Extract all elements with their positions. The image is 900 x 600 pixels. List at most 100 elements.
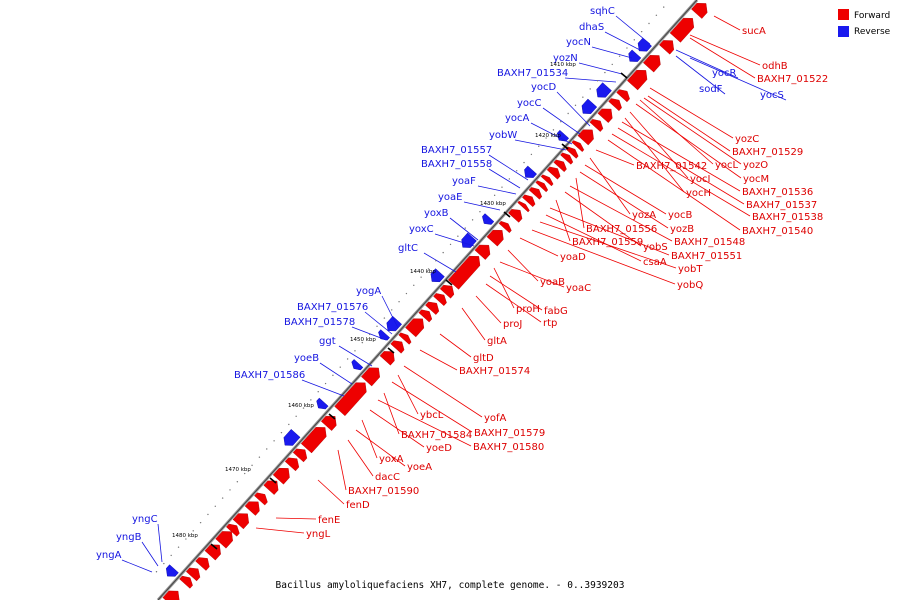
tick-dot <box>273 440 275 442</box>
tick-dot <box>567 112 569 115</box>
reverse-gene-label: yoaE <box>438 192 462 203</box>
tick-dot <box>596 80 599 82</box>
forward-gene-label: BAXH7_01574 <box>459 366 530 377</box>
forward-leader-line <box>391 381 473 433</box>
forward-gene-block <box>508 209 523 223</box>
forward-leader-line <box>564 191 642 247</box>
forward-leader-line <box>713 15 741 31</box>
tick-dot <box>302 407 305 409</box>
tick-mark <box>445 279 453 286</box>
tick-dot <box>501 186 503 188</box>
forward-leader-line <box>337 449 347 491</box>
tick-dot <box>552 129 555 131</box>
tick-layer: 1410 kbp 1420 kbp 1430 kbp 1440 kbp 1450 kbp… <box>155 6 665 573</box>
tick-mark <box>328 413 336 420</box>
reverse-gene-block <box>316 397 329 410</box>
tick-mark <box>269 477 277 484</box>
tick-dot <box>332 374 334 377</box>
tick-dot <box>398 301 400 303</box>
reverse-gene-label: yocN <box>566 37 591 48</box>
forward-leader-line <box>507 249 539 282</box>
forward-gene-label: BAXH7_01542 <box>636 161 707 172</box>
forward-gene-block <box>498 220 512 234</box>
forward-gene-block <box>597 108 613 123</box>
tick-dot <box>538 145 540 147</box>
forward-gene-block <box>254 492 268 506</box>
forward-gene-block <box>320 415 337 431</box>
tick-dot <box>163 562 165 565</box>
reverse-gene-block <box>628 49 642 62</box>
label-layer: sucA odhB BAXH7_01522 yozC BAXH7_01529 yocL yo… <box>96 6 828 561</box>
tick-dot <box>346 358 349 360</box>
reverse-gene-label: BAXH7_01586 <box>234 370 305 381</box>
tick-dot <box>229 489 231 491</box>
forward-gene-block <box>669 17 695 43</box>
tick-dot <box>479 211 481 213</box>
tick-dot <box>244 472 246 475</box>
reverse-leader-line <box>364 311 393 335</box>
tick-label: 1430 kbp <box>480 201 506 207</box>
forward-leader-line <box>461 307 486 341</box>
forward-gene-block <box>616 89 630 103</box>
forward-gene-block <box>433 293 447 306</box>
legend: Forward Reverse <box>838 9 891 37</box>
tick-dot <box>258 456 261 458</box>
tick-dot <box>523 161 525 164</box>
forward-gene-label: BAXH7_01536 <box>742 187 813 198</box>
forward-gene-label: yobS <box>643 242 668 253</box>
reverse-leader-line <box>449 217 479 241</box>
forward-leader-line <box>689 37 756 79</box>
reverse-gene-label: BAXH7_01558 <box>421 159 492 170</box>
forward-gene-block <box>577 129 594 146</box>
forward-leader-line <box>639 99 714 165</box>
forward-gene-label: BAXH7_01538 <box>752 212 823 223</box>
forward-leader-line <box>624 117 685 193</box>
forward-gene-block <box>447 255 481 290</box>
tick-dot <box>493 194 496 197</box>
forward-gene-label: yozO <box>743 160 768 171</box>
reverse-gene-label: dhaS <box>579 22 604 33</box>
tick-label: 1470 kbp <box>225 467 251 473</box>
forward-leader-line <box>584 164 667 215</box>
forward-gene-label: BAXH7_01584 <box>401 430 472 441</box>
reverse-gene-block <box>386 315 402 332</box>
tick-dot <box>464 227 466 229</box>
reverse-gene-label: ggt <box>319 336 336 347</box>
reverse-gene-label: yngC <box>132 514 158 525</box>
reverse-gene-label: yngA <box>96 550 122 561</box>
forward-leader-line <box>579 171 669 229</box>
forward-leader-line <box>419 349 458 371</box>
tick-dot <box>170 554 172 557</box>
forward-gene-label: csaA <box>643 257 667 268</box>
forward-leader-line <box>519 237 559 257</box>
forward-gene-label: yoeA <box>407 462 432 473</box>
forward-gene-block <box>535 180 549 193</box>
forward-gene-block <box>379 351 395 366</box>
reverse-gene-label: gltC <box>398 243 418 254</box>
forward-gene-label: BAXH7_01548 <box>674 237 745 248</box>
forward-gene-block <box>643 55 661 73</box>
forward-gene-label: yofA <box>484 413 507 424</box>
tick-dot <box>280 431 283 434</box>
forward-gene-label: dacC <box>375 472 400 483</box>
forward-gene-label: yocH <box>686 188 711 199</box>
tick-dot <box>449 243 452 246</box>
forward-leader-line <box>439 333 472 358</box>
forward-leader-line <box>347 439 374 477</box>
forward-gene-label: fenD <box>346 500 370 511</box>
forward-leader-line <box>489 275 543 311</box>
forward-leader-line <box>649 87 734 139</box>
forward-leader-line <box>647 95 731 152</box>
forward-leader-line <box>475 295 502 324</box>
feature-layer <box>162 3 708 600</box>
tick-dot <box>383 317 386 319</box>
forward-gene-block <box>486 229 504 247</box>
forward-leader-line <box>595 149 635 166</box>
tick-dot <box>574 104 577 107</box>
reverse-leader-line <box>319 362 353 385</box>
forward-gene-label: BAXH7_01590 <box>348 486 419 497</box>
tick-mark <box>503 211 511 218</box>
forward-gene-label: yocB <box>668 210 693 221</box>
tick-dot <box>214 505 216 507</box>
